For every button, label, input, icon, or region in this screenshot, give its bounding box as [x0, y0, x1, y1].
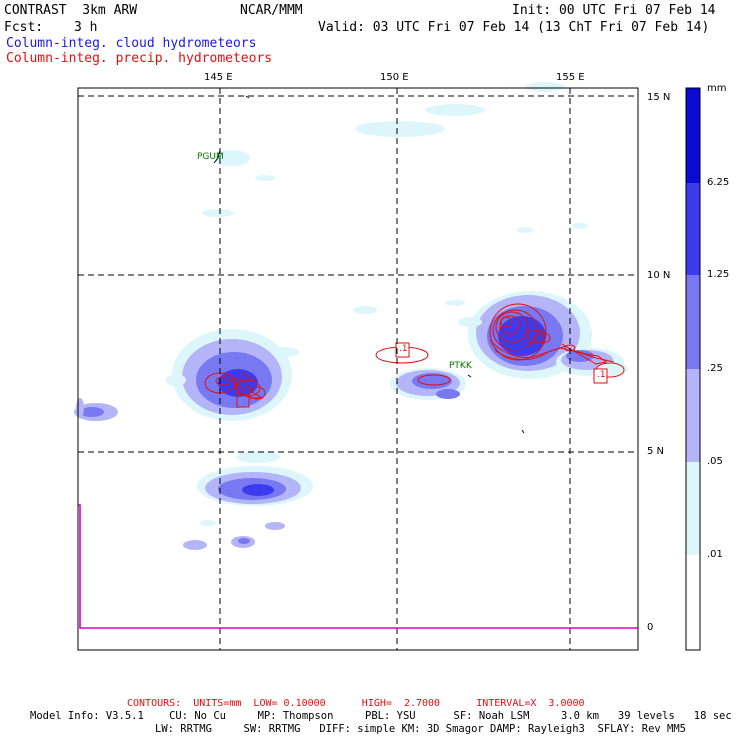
cloud-field-title: Column-integ. cloud hydrometeors: [6, 36, 257, 51]
model-info-line-2: LW: RRTMG SW: RRTMG DIFF: simple KM: 3D …: [155, 723, 687, 735]
coastlines: [213, 95, 525, 434]
init-time: Init: 00 UTC Fri 07 Feb 14: [512, 3, 716, 18]
model-title: CONTRAST 3km ARW: [4, 3, 138, 18]
equator-line: [78, 504, 638, 629]
colorbar: [685, 87, 701, 651]
lat-label-15n: 15 N: [647, 92, 671, 103]
cloud-shading: [74, 82, 628, 550]
graticule: [78, 88, 638, 650]
lat-label-equator: 0: [647, 622, 654, 633]
precip-field-title: Column-integ. precip. hydrometeors: [6, 51, 273, 66]
colorbar-swatch-0-25: [686, 369, 700, 462]
colorbar-label-0-01: .01: [707, 549, 723, 560]
lat-label-10n: 10 N: [647, 270, 671, 281]
contour-info: CONTOURS: UNITS=mm LOW= 0.10000 HIGH= 2.…: [127, 698, 585, 709]
lon-label-150: 150 E: [380, 72, 409, 83]
colorbar-label-1-25: 1.25: [707, 269, 730, 280]
map-frame: [77, 87, 639, 651]
forecast-hour: 3 h: [74, 20, 98, 35]
colorbar-swatch-top: [686, 88, 700, 183]
forecast-label: Fcst:: [4, 20, 44, 35]
colorbar-unit: mm: [707, 83, 727, 94]
colorbar-swatch-1-25: [686, 275, 700, 369]
organization: NCAR/MMM: [240, 3, 303, 18]
colorbar-label-0-05: .05: [707, 456, 723, 467]
station-ptkk: PTKK: [449, 361, 472, 371]
contour-label-boxes: [236, 329, 608, 408]
lon-label-155: 155 E: [556, 72, 585, 83]
contour-label-2: .1: [597, 370, 606, 380]
colorbar-label-0-25: .25: [707, 363, 723, 374]
lat-label-5n: 5 N: [647, 446, 665, 457]
colorbar-swatch-6-25: [686, 183, 700, 275]
colorbar-swatch-0-01: [686, 555, 700, 650]
precip-contours: [204, 303, 625, 400]
colorbar-swatch-0-05: [686, 462, 700, 555]
valid-time: Valid: 03 UTC Fri 07 Feb 14 (13 ChT Fri …: [318, 20, 710, 35]
colorbar-label-6-25: 6.25: [707, 177, 730, 188]
station-pgum: PGUM: [197, 152, 224, 162]
contour-label-1: .1: [399, 344, 408, 354]
model-info-line-1: Model Info: V3.5.1 CU: No Cu MP: Thompso…: [30, 710, 732, 722]
lon-label-145: 145 E: [204, 72, 233, 83]
